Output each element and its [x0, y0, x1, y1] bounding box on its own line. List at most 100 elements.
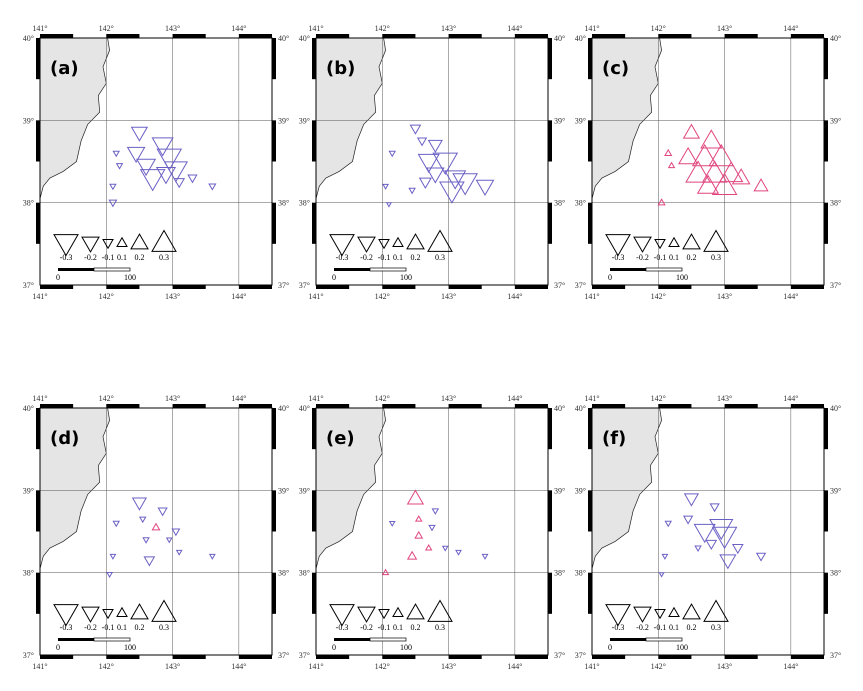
legend-value-label: -0.1 — [102, 253, 115, 262]
land-area — [591, 407, 662, 569]
lon-tick-label: 142° — [651, 292, 666, 301]
scale-label: 0 — [56, 643, 60, 652]
frame-segment — [514, 404, 548, 408]
frame-segment — [36, 572, 40, 614]
negative-triangle — [682, 515, 694, 525]
frame-segment — [172, 655, 206, 659]
positive-triangle — [414, 530, 424, 539]
lat-tick-label: 40° — [278, 404, 289, 413]
legend-value-label: 0.3 — [159, 253, 169, 262]
frame-segment — [312, 202, 316, 244]
lon-tick-label: 144° — [231, 292, 246, 301]
negative-triangle — [408, 187, 416, 195]
legend-value-label: 0.1 — [669, 253, 679, 262]
legend-negative-triangle — [81, 236, 100, 253]
lat-tick-label: 39° — [575, 116, 586, 125]
panel-label-e: (e) — [326, 428, 355, 449]
legend-positive-triangle — [682, 603, 701, 620]
map-panel-b: 141° 141° 142° 142° 143° 143° 144° 144° 37° 37° 38… — [299, 24, 565, 301]
frame-segment — [548, 408, 552, 450]
frame-segment — [548, 490, 552, 532]
lat-tick-label: 38° — [23, 199, 34, 208]
lon-tick-label: 141° — [308, 662, 323, 671]
legend-positive-triangle — [406, 603, 425, 620]
negative-triangle — [130, 126, 149, 142]
legend-value-label: -0.3 — [336, 623, 349, 632]
positive-triangle — [696, 174, 720, 194]
frame-segment — [106, 404, 140, 408]
lat-tick-label: 38° — [299, 199, 310, 208]
frame-segment — [36, 120, 40, 162]
legend-value-label: 0.2 — [687, 623, 697, 632]
negative-triangle — [208, 183, 217, 191]
legend-positive-triangle — [116, 236, 128, 247]
negative-triangle — [126, 146, 146, 164]
land-area — [315, 407, 386, 569]
frame-segment — [312, 120, 316, 162]
lon-tick-label: 142° — [375, 394, 390, 403]
lon-tick-label: 143° — [717, 394, 732, 403]
frame-segment — [238, 285, 272, 289]
legend-negative-triangle — [378, 609, 390, 620]
panel-label-b: (b) — [326, 58, 355, 79]
positive-triangle — [708, 143, 735, 167]
frame-segment — [588, 120, 592, 162]
lat-tick-label: 40° — [830, 404, 841, 413]
positive-triangle — [406, 489, 425, 505]
legend-positive-triangle — [116, 606, 128, 617]
legend-negative-triangle — [329, 604, 355, 627]
legend-value-label: -0.1 — [102, 623, 115, 632]
legend-value-label: -0.1 — [378, 623, 391, 632]
frame-segment — [548, 202, 552, 244]
frame-segment — [238, 404, 272, 408]
frame-segment — [36, 202, 40, 244]
legend-negative-triangle — [329, 234, 355, 257]
frame-segment — [658, 655, 692, 659]
lat-tick-label: 37° — [830, 651, 841, 660]
frame-segment — [312, 490, 316, 532]
negative-triangle — [388, 150, 396, 158]
lon-tick-label: 144° — [507, 662, 522, 671]
map-panel-d: 141° 141° 142° 142° 143° 143° 144° 144° 37° 37° 38… — [23, 394, 289, 671]
legend-value-label: 0.2 — [135, 623, 145, 632]
frame-segment — [824, 572, 828, 614]
lat-tick-label: 38° — [299, 569, 310, 578]
frame-segment — [40, 404, 74, 408]
frame-segment — [658, 404, 692, 408]
negative-triangle — [719, 554, 737, 570]
lat-tick-label: 38° — [278, 199, 289, 208]
scale-bar-segment — [645, 267, 683, 272]
land-area — [315, 37, 386, 199]
frame-segment — [272, 120, 276, 162]
legend-value-label: 0.1 — [393, 253, 403, 262]
lat-tick-label: 37° — [278, 281, 289, 290]
lat-tick-label: 39° — [23, 486, 34, 495]
legend-negative-triangle — [654, 239, 666, 250]
lon-tick-label: 142° — [99, 292, 114, 301]
legend-positive-triangle — [392, 236, 404, 247]
scale-bar-segment — [93, 637, 131, 642]
frame-segment — [724, 404, 758, 408]
positive-triangle — [151, 522, 161, 531]
legend-value-label: 0.3 — [435, 253, 445, 262]
frame-segment — [548, 120, 552, 162]
legend-positive-triangle — [703, 599, 729, 622]
legend-value-label: -0.3 — [612, 623, 625, 632]
legend-positive-triangle — [703, 229, 729, 252]
lat-tick-label: 40° — [554, 404, 565, 413]
frame-segment — [790, 34, 824, 38]
frame-segment — [514, 34, 548, 38]
negative-triangle — [711, 526, 738, 550]
lon-tick-label: 142° — [375, 662, 390, 671]
frame-segment — [658, 34, 692, 38]
legend-value-label: -0.2 — [360, 623, 373, 632]
negative-triangle — [143, 556, 156, 567]
positive-triangle — [731, 168, 751, 185]
legend-value-label: 0.3 — [435, 623, 445, 632]
legend-value-label: 0.1 — [117, 253, 127, 262]
negative-triangle — [135, 158, 157, 177]
lat-tick-label: 37° — [575, 651, 586, 660]
lon-tick-label: 144° — [507, 24, 522, 33]
lat-tick-label: 39° — [554, 116, 565, 125]
legend-value-label: 0.1 — [393, 623, 403, 632]
